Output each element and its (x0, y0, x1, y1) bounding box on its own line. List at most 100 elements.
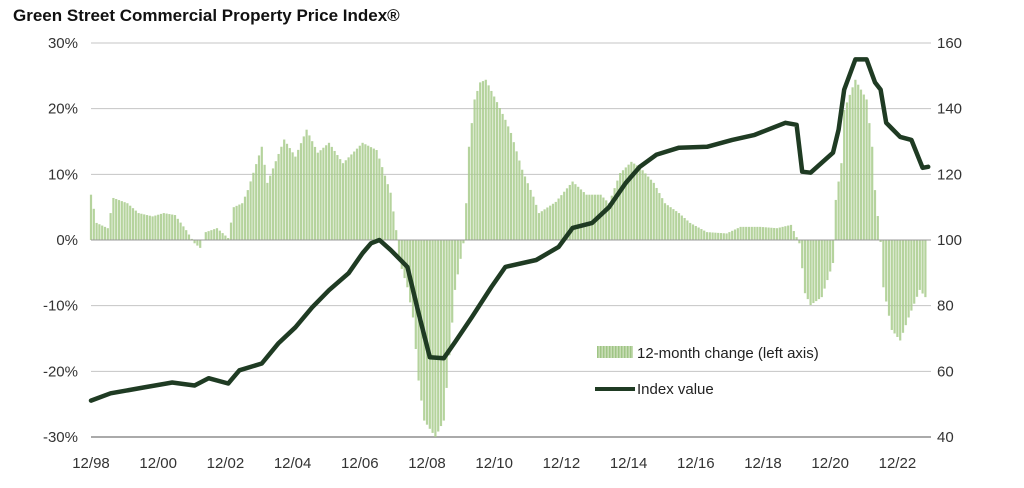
change-bar (792, 231, 795, 240)
change-bar (635, 165, 639, 240)
change-bar (143, 214, 146, 240)
change-bar (465, 203, 468, 240)
x-tick-label: 12/08 (408, 455, 446, 472)
change-bar (655, 187, 658, 240)
change-bar (616, 180, 619, 240)
change-bar (495, 102, 499, 240)
change-bar (837, 181, 840, 240)
left-tick-label: 20% (48, 101, 78, 118)
change-bar (764, 227, 767, 240)
change-bar (778, 227, 781, 240)
change-bar (425, 240, 429, 425)
change-bar (241, 203, 244, 240)
change-bar (896, 240, 899, 337)
change-bar (613, 188, 616, 240)
change-bar (826, 240, 829, 281)
change-bar (106, 228, 109, 240)
change-bar (280, 146, 283, 240)
change-bar (747, 226, 751, 240)
change-bar (325, 145, 328, 240)
change-bar (294, 156, 297, 240)
change-bar (490, 90, 493, 240)
change-bars (89, 79, 927, 437)
change-bar (283, 139, 286, 240)
left-tick-label: -20% (43, 363, 78, 380)
change-bar (885, 240, 888, 302)
change-bar (745, 226, 748, 240)
x-tick-label: 12/16 (677, 455, 715, 472)
change-bar (316, 152, 319, 240)
change-bar (624, 167, 627, 240)
change-bar (641, 170, 644, 240)
change-bar (453, 240, 457, 290)
left-tick-label: -30% (43, 429, 78, 446)
change-bar (918, 240, 921, 290)
change-bar (649, 179, 653, 240)
change-bar (840, 163, 843, 240)
change-bar (235, 205, 238, 240)
change-bar (714, 232, 717, 240)
change-bar (479, 82, 482, 241)
right-tick-label: 80 (937, 298, 954, 315)
change-bar (767, 227, 770, 240)
change-bar (686, 220, 689, 240)
change-bar (663, 203, 667, 240)
change-bar (801, 240, 804, 269)
change-bar (504, 119, 507, 240)
change-bar (428, 240, 431, 429)
change-bar (677, 213, 681, 240)
change-bar (644, 173, 647, 240)
change-bar (815, 240, 818, 302)
change-bar (672, 209, 675, 240)
change-bar (761, 227, 765, 240)
change-bar (708, 232, 711, 240)
change-bar (770, 227, 773, 240)
change-bar (605, 200, 608, 240)
change-bar (123, 202, 126, 240)
change-bar (358, 145, 361, 240)
change-bar (627, 164, 630, 240)
change-bar (473, 99, 476, 241)
change-bar (725, 233, 728, 240)
right-tick-label: 40 (937, 429, 954, 446)
x-tick-label: 12/18 (744, 455, 782, 472)
change-bar (703, 230, 706, 240)
change-bar (243, 196, 247, 240)
change-bar (199, 240, 202, 248)
change-bar (831, 240, 835, 263)
change-bar (179, 222, 182, 240)
change-bar (773, 227, 776, 240)
change-bar (448, 240, 451, 356)
change-bar (411, 240, 415, 318)
change-bar (689, 222, 692, 240)
change-bar (218, 230, 221, 240)
change-bar (173, 215, 177, 240)
change-bar (372, 148, 375, 240)
change-bar (308, 135, 311, 240)
change-bar (722, 233, 725, 240)
change-bar (162, 213, 165, 240)
change-bar (361, 142, 364, 240)
change-bar (582, 192, 585, 240)
change-bar (851, 87, 854, 240)
x-tick-label: 12/04 (274, 455, 312, 472)
index-line-path (88, 57, 931, 403)
change-bar (131, 208, 135, 240)
change-bar (182, 226, 185, 240)
change-bar (285, 143, 289, 240)
legend-swatch-bars (597, 346, 633, 358)
change-bar (406, 240, 409, 288)
change-bar (728, 232, 731, 240)
change-bar (862, 94, 865, 240)
change-bar (901, 240, 905, 333)
x-tick-label: 12/12 (543, 455, 581, 472)
change-bar (120, 201, 123, 240)
change-bar (193, 240, 196, 244)
change-bar (288, 148, 291, 240)
legend: 12-month change (left axis) Index value (595, 345, 819, 398)
change-bar (680, 215, 683, 240)
change-bar (493, 96, 496, 240)
change-bar (731, 230, 734, 240)
change-bar (652, 182, 655, 240)
